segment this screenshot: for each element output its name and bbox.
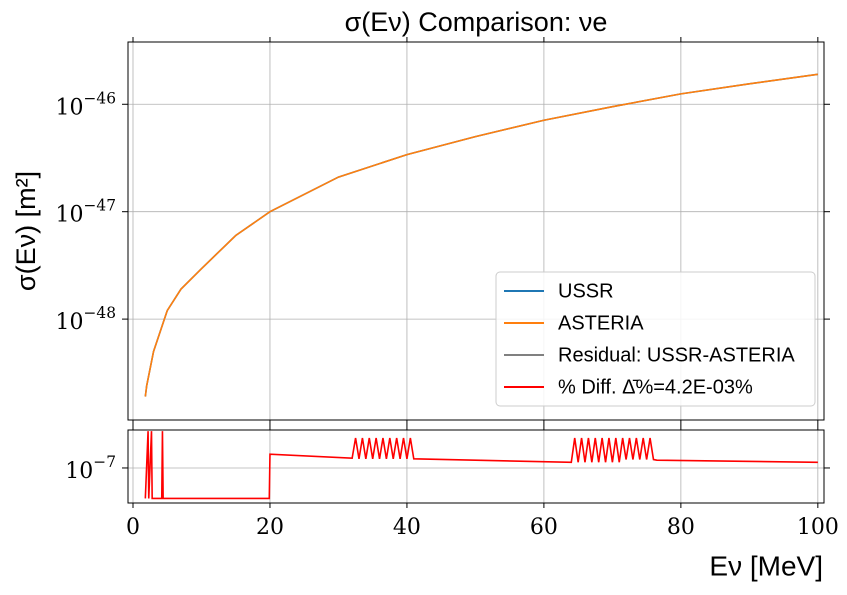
- plot-area: [128, 42, 824, 420]
- legend-label: Residual: USSR-ASTERIA: [558, 344, 795, 366]
- legend-label: ASTERIA: [558, 312, 644, 334]
- y-tick-label: 10−46: [56, 89, 116, 120]
- y-tick-label: 10−48: [56, 304, 116, 335]
- data-line: [144, 73, 818, 397]
- x-tick-label: 60: [530, 515, 558, 540]
- legend-label: USSR: [558, 280, 614, 302]
- y-tick-label: 10−47: [56, 197, 116, 228]
- chart-title: σ(Eν) Comparison: νe: [345, 7, 608, 37]
- legend-label: % Diff. Δ̄%=4.2E-03%: [558, 376, 753, 398]
- data-line: [144, 431, 818, 500]
- plot-area: [128, 430, 824, 503]
- axes-frame: [127, 429, 825, 504]
- legend: USSR ASTERIA Residual: USSR-ASTERIA % Diff.…: [495, 271, 816, 407]
- x-tick-label: 0: [126, 515, 140, 540]
- x-tick-label: 40: [393, 515, 421, 540]
- axes-frame: [127, 41, 825, 421]
- x-tick-label: 20: [256, 515, 284, 540]
- y-axis-label: σ(Eν) [m²]: [11, 171, 41, 291]
- x-tick-label: 80: [667, 515, 695, 540]
- x-axis-label: Eν [MeV]: [709, 550, 823, 581]
- y-tick-label: 10−7: [65, 453, 116, 484]
- legend-box: [495, 271, 816, 407]
- x-tick-label: 100: [797, 515, 839, 540]
